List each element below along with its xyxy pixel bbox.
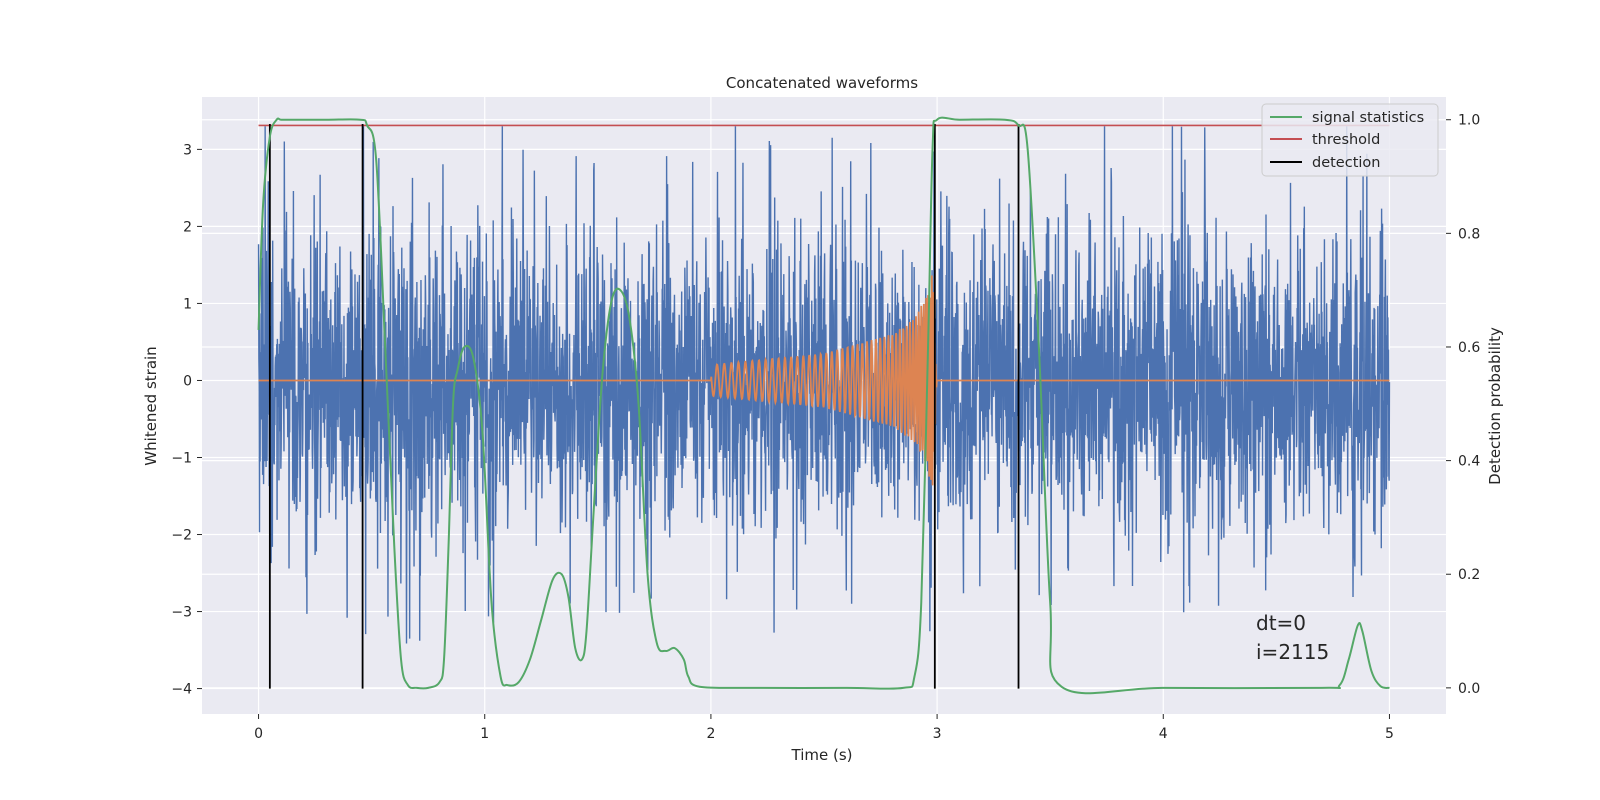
x-tick-label: 5 xyxy=(1385,726,1394,742)
y-tick-label: 0 xyxy=(183,373,192,389)
annotation-dt: dt=0 xyxy=(1256,611,1306,635)
x-tick-label: 4 xyxy=(1159,726,1168,742)
y2-tick-label: 0.2 xyxy=(1458,567,1480,583)
chart-title: Concatenated waveforms xyxy=(726,74,918,92)
y-tick-label: −4 xyxy=(171,682,192,698)
y-tick-label: −1 xyxy=(171,450,192,466)
y-tick-label: −2 xyxy=(171,528,192,544)
x-tick-label: 3 xyxy=(933,726,942,742)
y2-tick-label: 0.0 xyxy=(1458,681,1480,697)
series-injected-chirp xyxy=(258,275,1390,486)
legend-label-threshold: threshold xyxy=(1312,132,1380,148)
y-axis-label: Whitened strain xyxy=(142,346,160,465)
x-tick-label: 1 xyxy=(480,726,489,742)
axis-ticks: 0 1 2 3 4 5 −4 −3 −2 −1 0 1 2 3 0.0 0.2 0.4 0.6 0.8 1.0 xyxy=(171,113,1480,742)
legend-box xyxy=(1261,103,1439,177)
series-signal-statistics xyxy=(257,116,1390,695)
y-tick-label: 3 xyxy=(183,142,192,158)
x-tick-label: 2 xyxy=(706,726,715,742)
y2-axis-label: Detection probability xyxy=(1486,327,1504,485)
legend-label-detection: detection xyxy=(1312,155,1380,171)
y-tick-label: −3 xyxy=(171,605,192,621)
y-tick-label: 1 xyxy=(183,296,192,312)
y2-tick-label: 0.8 xyxy=(1458,226,1480,242)
y2-tick-label: 1.0 xyxy=(1458,113,1480,129)
legend-label-statistics: signal statistics xyxy=(1312,110,1424,126)
y2-tick-label: 0.6 xyxy=(1458,340,1480,356)
annotation: dt=0 i=2115 xyxy=(1256,611,1329,664)
y-tick-label: 2 xyxy=(183,219,192,235)
series-whitened-strain xyxy=(257,126,1391,644)
series-layer xyxy=(257,116,1391,695)
annotation-i: i=2115 xyxy=(1256,640,1329,664)
x-axis-label: Time (s) xyxy=(791,746,853,764)
x-tick-label: 0 xyxy=(254,726,263,742)
legend: signal statistics threshold detection xyxy=(1261,103,1439,177)
y2-tick-label: 0.4 xyxy=(1458,454,1480,470)
